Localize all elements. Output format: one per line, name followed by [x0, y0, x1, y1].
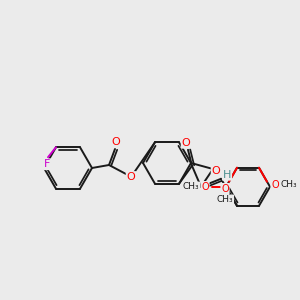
Text: O: O	[182, 138, 190, 148]
Text: CH₃: CH₃	[183, 182, 199, 191]
Text: O: O	[221, 184, 229, 194]
Text: O: O	[112, 137, 120, 147]
Text: O: O	[201, 182, 209, 192]
Text: O: O	[212, 166, 220, 176]
Text: O: O	[271, 180, 279, 190]
Text: CH₃: CH₃	[217, 195, 233, 204]
Text: O: O	[127, 172, 135, 182]
Text: H: H	[223, 170, 231, 180]
Text: F: F	[44, 159, 50, 169]
Text: CH₃: CH₃	[281, 180, 297, 189]
